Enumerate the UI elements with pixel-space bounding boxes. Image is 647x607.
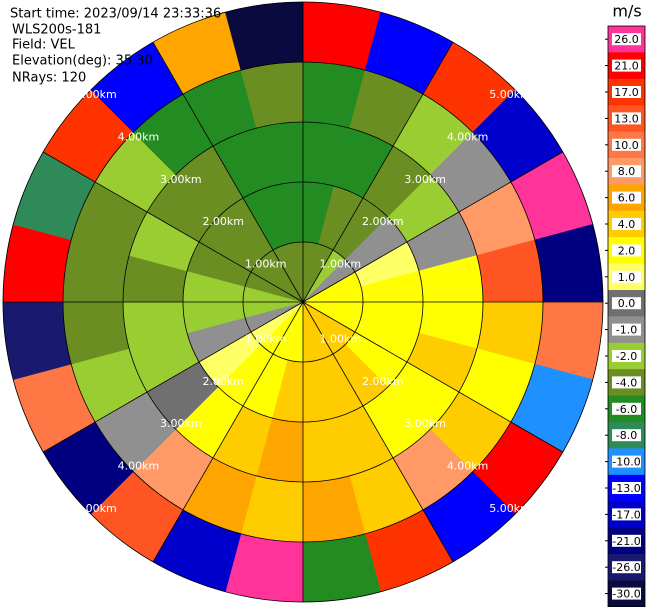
colorbar-tick-bg — [612, 323, 641, 336]
colorbar-tick-bg — [612, 350, 641, 362]
colorbar-tick-label: 26.0 — [614, 33, 639, 46]
range-label: 5.00km — [75, 502, 117, 515]
colorbar-tick-label: -1.0 — [616, 324, 637, 337]
colorbar-tick-bg — [612, 218, 641, 230]
range-ring — [62, 61, 544, 543]
colorbar-tick-label: 13.0 — [614, 112, 639, 125]
colorbar-tick-label: -17.0 — [612, 508, 640, 521]
range-label: 4.00km — [447, 130, 489, 143]
colorbar-tick-label: -10.0 — [612, 456, 640, 469]
range-label: 3.00km — [404, 417, 446, 430]
range-label: 2.00km — [202, 375, 244, 388]
info-line: Elevation(deg): 35.30 — [12, 54, 153, 69]
radial-line — [42, 151, 304, 303]
radial-line — [42, 301, 304, 453]
colorbar-tick-label: -4.0 — [616, 376, 637, 389]
colorbar-tick-label: -8.0 — [616, 429, 637, 442]
colorbar-tick-bg — [612, 429, 641, 442]
colorbar-tick-label: 1.0 — [618, 271, 636, 284]
radial-line — [302, 151, 564, 303]
colorbar-tick-bg — [612, 270, 641, 283]
info-line: NRays: 120 — [12, 71, 86, 86]
range-label: 4.00km — [447, 460, 489, 473]
colorbar-tick-bg — [612, 376, 641, 389]
range-label: 5.00km — [75, 88, 117, 101]
colorbar-tick-bg — [612, 455, 641, 468]
colorbar-tick-bg — [612, 587, 641, 600]
range-label: 1.00km — [245, 332, 287, 345]
range-label: 5.00km — [489, 88, 531, 101]
range-label: 1.00km — [245, 258, 287, 271]
ppi-grid: 1.00km 1.00km 1.00km 1.00km 2.00km 2.00km 2.00… — [2, 1, 604, 603]
info-line: Start time: 2023/09/14 23:33:36 — [10, 7, 221, 22]
range-label: 1.00km — [320, 258, 362, 271]
colorbar-tick-label: -21.0 — [612, 535, 640, 548]
colorbar-tick-bg — [612, 508, 641, 521]
colorbar-tick-label: 21.0 — [614, 60, 639, 73]
colorbar-tick-bg — [612, 33, 641, 46]
colorbar-tick-label: -13.0 — [612, 482, 640, 495]
colorbar-tick-bg — [612, 297, 641, 310]
colorbar-tick-bg — [612, 165, 641, 178]
colorbar: 26.0 21.0 17.0 13.0 10.0 8.0 6.0 4.0 2.0 1.0 0.0 -1… — [605, 25, 646, 607]
range-label: 2.00km — [202, 215, 244, 228]
range-label: 4.00km — [118, 460, 160, 473]
colorbar-tick-label: 10.0 — [614, 139, 639, 152]
colorbar-tick-bg — [612, 561, 641, 574]
info-line: WLS200s-181 — [12, 23, 101, 38]
range-label: 5.00km — [489, 502, 531, 515]
colorbar-tick-label: 6.0 — [618, 192, 636, 205]
range-ring — [242, 241, 364, 363]
range-ring — [122, 121, 484, 483]
colorbar-tick-bg — [612, 482, 641, 494]
colorbar-tick-label: 2.0 — [618, 244, 636, 257]
info-line: Field: VEL — [12, 38, 76, 53]
radial-line — [302, 301, 564, 453]
range-label: 2.00km — [362, 215, 404, 228]
range-ring — [2, 1, 604, 603]
range-label: 4.00km — [118, 130, 160, 143]
range-label: 3.00km — [160, 417, 202, 430]
colorbar-tick-label: -2.0 — [616, 350, 637, 363]
radial-line — [152, 41, 304, 303]
colorbar-tick-bg — [612, 112, 641, 125]
colorbar-tick-label: -6.0 — [616, 403, 637, 416]
range-label: 3.00km — [160, 173, 202, 186]
colorbar-tick-label: -30.0 — [612, 588, 640, 601]
colorbar-tick-bg — [612, 244, 641, 257]
ppi-plot — [2, 1, 604, 603]
colorbar-label: m/s — [612, 2, 641, 21]
range-label: 3.00km — [404, 173, 446, 186]
colorbar-tick-label: -26.0 — [612, 561, 640, 574]
colorbar-tick-label: 0.0 — [618, 297, 636, 310]
range-ring — [182, 181, 424, 423]
radial-line — [302, 41, 454, 303]
colorbar-tick-bg — [612, 402, 641, 415]
colorbar-tick-bg — [612, 534, 641, 547]
range-label: 1.00km — [320, 332, 362, 345]
colorbar-tick-bg — [612, 59, 641, 72]
colorbar-tick-bg — [612, 138, 641, 151]
colorbar-tick-label: 4.0 — [618, 218, 636, 231]
colorbar-tick-label: 17.0 — [614, 86, 639, 99]
range-label: 2.00km — [362, 375, 404, 388]
radial-line — [152, 301, 304, 563]
colorbar-tick-bg — [612, 191, 641, 204]
colorbar-tick-label: 8.0 — [618, 165, 636, 178]
radial-line — [302, 301, 454, 563]
colorbar-tick-bg — [612, 86, 641, 98]
